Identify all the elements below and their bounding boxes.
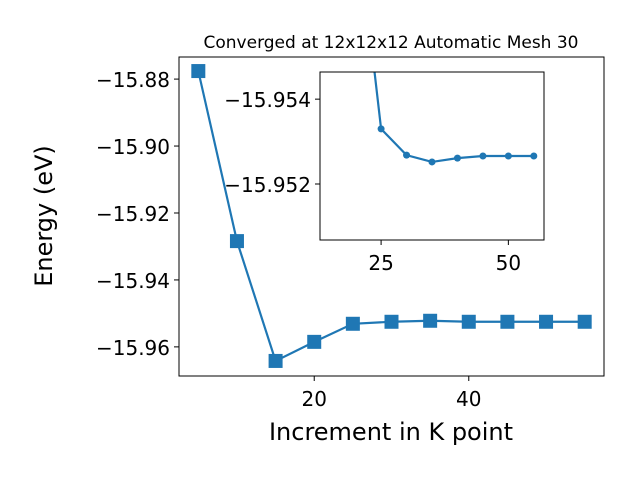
plot-content [373,72,538,166]
data-marker [345,316,360,331]
data-marker [191,64,206,79]
data-marker [539,314,554,329]
plot-frame [178,56,605,377]
y-tick-label: −15.92 [96,202,170,226]
data-marker [461,314,476,329]
y-tick-label: −15.952 [224,173,311,197]
chart-title: Converged at 12x12x12 Automatic Mesh 30 [204,33,579,53]
data-marker [403,151,411,159]
data-marker [530,152,538,160]
data-marker [453,154,461,162]
data-marker [268,353,283,368]
data-marker [384,314,399,329]
y-tick-label: −15.96 [96,336,170,360]
y-axis-label: Energy (eV) [30,145,58,287]
data-marker [423,313,438,328]
x-tick-label: 40 [456,387,481,411]
data-marker [377,125,385,133]
y-tick-label: −15.90 [96,135,170,159]
data-marker [500,314,515,329]
data-line [373,72,534,164]
x-tick-label: 25 [368,251,393,275]
plot-content [191,64,592,368]
plot-frame [319,71,545,241]
y-tick-label: −15.88 [96,68,170,92]
x-tick-label: 20 [302,387,327,411]
x-axis-label: Increment in K point [269,418,513,446]
data-marker [229,234,244,249]
x-tick-label: 50 [496,251,521,275]
data-marker [428,158,436,166]
data-marker [479,152,487,160]
data-marker [504,152,512,160]
data-marker [307,334,322,349]
y-tick-label: −15.94 [96,269,170,293]
y-tick-label: −15.954 [224,88,311,112]
data-marker [577,314,592,329]
